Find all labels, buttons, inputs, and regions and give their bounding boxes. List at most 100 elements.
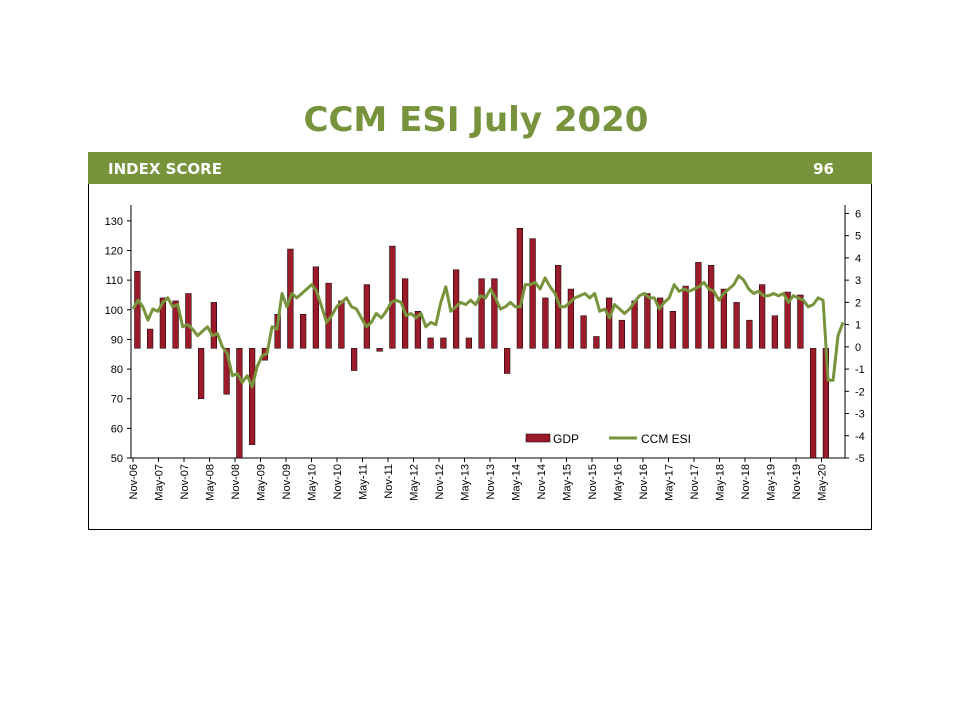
gdp-bar bbox=[300, 313, 307, 349]
left-axis-tick-label: 130 bbox=[105, 216, 123, 228]
x-axis-tick-label: Nov-06 bbox=[128, 464, 140, 499]
x-axis-tick-label: Nov-07 bbox=[179, 464, 191, 499]
right-axis-tick-label: -4 bbox=[855, 431, 865, 443]
left-axis-tick-label: 70 bbox=[111, 394, 123, 406]
right-axis-tick-label: -5 bbox=[855, 453, 865, 465]
x-axis-tick-label: May-12 bbox=[409, 464, 421, 501]
esi-gdp-chart: 50 60 70 80 90 100 110 120 130 -5 -4 -3 -2 -1 0 1 2 3 4 5 6 N… bbox=[105, 205, 865, 501]
gdp-bar bbox=[491, 278, 498, 349]
left-axis-tick-label: 120 bbox=[105, 246, 123, 258]
right-axis-tick-label: 0 bbox=[855, 342, 861, 354]
x-axis-tick-label: Nov-13 bbox=[485, 464, 497, 499]
left-axis-tick-label: 50 bbox=[111, 453, 123, 465]
gdp-bar bbox=[159, 297, 166, 349]
gdp-bar bbox=[440, 337, 447, 349]
gdp-bar bbox=[797, 294, 804, 349]
x-axis-tick-label: Nov-09 bbox=[281, 464, 293, 499]
x-axis-tick-label: Nov-14 bbox=[536, 464, 548, 499]
gdp-bar bbox=[363, 284, 370, 349]
index-score-label: INDEX SCORE bbox=[108, 160, 222, 178]
gdp-bar bbox=[606, 297, 613, 349]
gdp-bar bbox=[695, 262, 702, 349]
right-axis-tick-label: -2 bbox=[855, 386, 865, 398]
gdp-bar bbox=[223, 348, 230, 395]
right-axis-tick-label: 5 bbox=[855, 231, 861, 243]
gdp-bar bbox=[682, 285, 689, 349]
x-axis-tick-label: May-18 bbox=[715, 464, 727, 501]
gdp-bar bbox=[134, 271, 141, 349]
gdp-bar bbox=[644, 293, 651, 349]
gdp-bar bbox=[147, 328, 154, 349]
chart-container: 50 60 70 80 90 100 110 120 130 -5 -4 -3 -2 -1 0 1 2 3 4 5 6 N… bbox=[88, 184, 872, 530]
page-title: CCM ESI July 2020 bbox=[303, 100, 649, 140]
index-score-value: 96 bbox=[813, 160, 834, 178]
gdp-bar bbox=[631, 300, 638, 349]
gdp-bar bbox=[351, 348, 358, 371]
gdp-bar bbox=[376, 348, 383, 352]
x-axis-tick-label: Nov-16 bbox=[638, 464, 650, 499]
x-axis-tick-label: May-13 bbox=[460, 464, 472, 501]
gdp-bar bbox=[478, 278, 485, 349]
gdp-bar bbox=[465, 337, 472, 349]
gdp-bar bbox=[516, 228, 523, 349]
gdp-bar bbox=[669, 311, 676, 349]
x-axis-tick-label: Nov-15 bbox=[587, 464, 599, 499]
ccm-esi-line bbox=[131, 274, 845, 389]
left-axis-tick-label: 90 bbox=[111, 334, 123, 346]
index-score-banner: INDEX SCORE 96 bbox=[88, 152, 872, 184]
x-axis-tick-label: May-09 bbox=[256, 464, 268, 501]
gdp-bar bbox=[172, 300, 179, 349]
x-axis-tick-label: Nov-10 bbox=[332, 464, 344, 499]
right-axis-tick-label: 4 bbox=[855, 253, 861, 265]
gdp-bar bbox=[657, 297, 664, 349]
gdp-bar bbox=[427, 337, 434, 349]
gdp-bar bbox=[389, 245, 396, 349]
x-axis-tick-label: May-20 bbox=[817, 464, 829, 501]
gdp-bar bbox=[249, 348, 256, 445]
right-axis-tick-label: 3 bbox=[855, 275, 861, 287]
gdp-bar bbox=[720, 288, 727, 349]
x-axis-tick-label: May-17 bbox=[664, 464, 676, 501]
gdp-bar bbox=[236, 348, 243, 459]
x-axis-tick-label: Nov-19 bbox=[791, 464, 803, 499]
x-axis-tick-label: Nov-12 bbox=[434, 464, 446, 499]
gdp-bar bbox=[210, 302, 217, 349]
x-axis-tick-label: May-08 bbox=[205, 464, 217, 501]
gdp-bar bbox=[312, 266, 319, 349]
gdp-bar bbox=[759, 284, 766, 349]
x-axis-tick-label: May-15 bbox=[562, 464, 574, 501]
gdp-bar bbox=[338, 300, 345, 349]
x-axis-tick-label: Nov-18 bbox=[740, 464, 752, 499]
left-axis-tick-label: 80 bbox=[111, 364, 123, 376]
legend-gdp-label: GDP bbox=[553, 432, 579, 446]
gdp-bar bbox=[746, 319, 753, 349]
gdp-bar bbox=[414, 311, 421, 349]
right-axis-tick-label: 1 bbox=[855, 320, 861, 332]
gdp-bar bbox=[198, 348, 205, 399]
x-axis-tick-label: May-14 bbox=[511, 464, 523, 501]
gdp-bar bbox=[784, 291, 791, 349]
x-axis-tick-label: Nov-17 bbox=[689, 464, 701, 499]
gdp-bar bbox=[542, 297, 549, 349]
x-axis-tick-label: May-11 bbox=[358, 464, 370, 500]
gdp-bar bbox=[185, 293, 192, 349]
gdp-bar bbox=[504, 348, 511, 374]
left-axis-tick-label: 100 bbox=[105, 305, 123, 317]
x-axis-tick-label: May-07 bbox=[154, 464, 166, 501]
gdp-bar bbox=[733, 302, 740, 349]
gdp-bar bbox=[567, 288, 574, 349]
x-axis-tick-label: May-19 bbox=[766, 464, 778, 501]
gdp-bar bbox=[708, 265, 715, 349]
x-axis-tick-label: May-16 bbox=[613, 464, 625, 501]
x-axis-tick-label: Nov-08 bbox=[230, 464, 242, 499]
x-axis-tick-label: Nov-11 bbox=[383, 464, 395, 499]
x-axis-tick-label: May-10 bbox=[307, 464, 319, 501]
gdp-bar bbox=[580, 315, 587, 349]
left-axis-tick-label: 60 bbox=[111, 423, 123, 435]
gdp-bar bbox=[771, 315, 778, 349]
gdp-bar bbox=[529, 238, 536, 349]
right-axis-tick-label: -1 bbox=[855, 364, 865, 376]
legend-gdp-swatch bbox=[525, 433, 551, 443]
gdp-bar bbox=[810, 348, 817, 459]
right-axis-tick-label: 6 bbox=[855, 208, 861, 220]
